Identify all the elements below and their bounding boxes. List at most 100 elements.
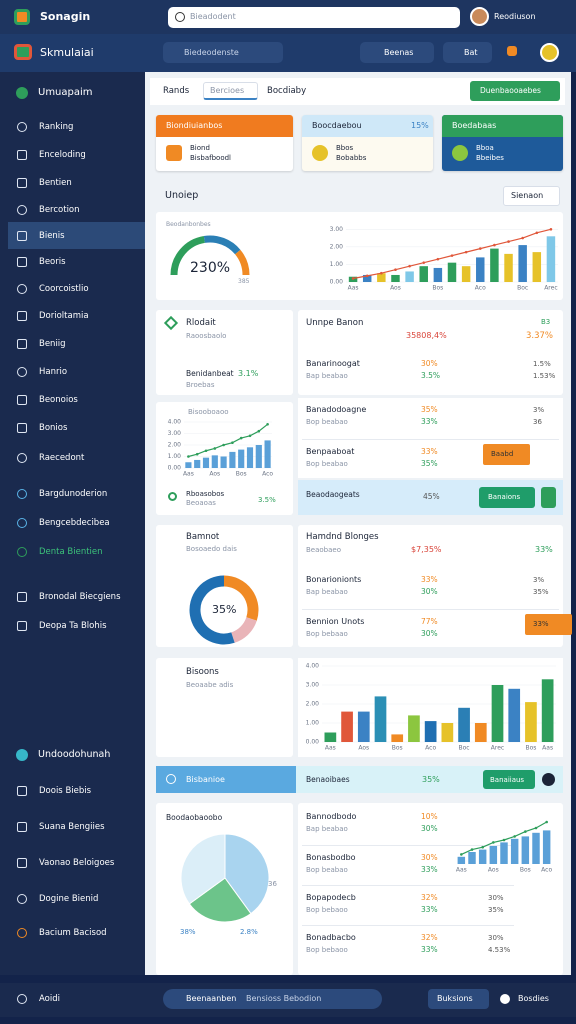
- bar: [478, 849, 487, 864]
- row-value: 30%: [488, 894, 504, 902]
- bar: [238, 449, 245, 468]
- card-subtitle: Bosoaedo dais: [186, 545, 237, 553]
- line-point: [408, 264, 411, 268]
- line-point: [257, 429, 261, 433]
- row-name: Benpaaboat: [306, 447, 355, 456]
- nav-item[interactable]: Coorcoistlio: [39, 284, 89, 294]
- icon: [17, 994, 27, 1004]
- nav-item[interactable]: Bercotion: [39, 205, 80, 215]
- nav-item[interactable]: Bronodal Biecgiens: [39, 592, 121, 602]
- nav-search[interactable]: [163, 42, 283, 63]
- icon: [166, 774, 176, 784]
- chart: 0.00 1.00 2.00 3.00 Aas Aos Bos Aco Boc Arec: [330, 226, 558, 292]
- y-tick-label: 0.00: [306, 739, 320, 746]
- bar: [458, 707, 470, 742]
- line-point: [545, 820, 548, 824]
- bar: [500, 842, 508, 864]
- nav-item[interactable]: Suana Bengiies: [39, 822, 105, 832]
- nav-item[interactable]: Beoris: [39, 257, 66, 267]
- nav-item[interactable]: Ranking: [39, 122, 74, 132]
- tab[interactable]: Bocdiaby: [267, 86, 307, 96]
- nav-item[interactable]: Bacium Bacisod: [39, 928, 107, 938]
- nav-item[interactable]: Raecedont: [39, 453, 85, 463]
- action-button[interactable]: [470, 81, 560, 101]
- footer-search[interactable]: [163, 989, 382, 1009]
- bar: [324, 732, 337, 742]
- nav-item[interactable]: Doois Biebis: [39, 786, 92, 796]
- divider: [302, 925, 514, 926]
- row-name: Banarinoogat: [306, 359, 360, 368]
- x-tick-label: Aas: [456, 867, 467, 874]
- menu[interactable]: [360, 42, 434, 63]
- button[interactable]: [483, 770, 535, 789]
- bar: [433, 267, 443, 282]
- nav-item[interactable]: Beonoios: [39, 395, 78, 405]
- tag-label: Baabd: [491, 450, 514, 458]
- nav-item[interactable]: Enceloding: [39, 150, 86, 160]
- card-title: Boedabaas: [452, 121, 497, 130]
- headline-value: $7,35%: [411, 545, 442, 554]
- panel-title: Unnpe Banon: [306, 318, 364, 328]
- bar: [490, 248, 499, 282]
- icon: [17, 592, 27, 602]
- icon: [17, 122, 27, 132]
- bar: [194, 459, 201, 468]
- nav-item[interactable]: Vaonao Beloigoes: [39, 858, 115, 868]
- button[interactable]: [479, 487, 535, 508]
- icon: [17, 395, 27, 405]
- icon-button[interactable]: [542, 773, 555, 786]
- row-value: 77%: [421, 617, 438, 626]
- icon-button[interactable]: [541, 487, 556, 508]
- divider: [302, 609, 559, 610]
- menu[interactable]: [443, 42, 492, 63]
- y-tick-label: 1.00: [330, 261, 344, 268]
- nav-item[interactable]: Dorioltamia: [39, 311, 89, 321]
- section-title: Unoiep: [165, 190, 199, 201]
- x-tick-label: Bos: [236, 471, 247, 478]
- tab[interactable]: Rands: [163, 86, 190, 96]
- nav-item[interactable]: Dogine Bienid: [39, 894, 99, 904]
- row-sub: Bop bebaoo: [306, 906, 348, 914]
- button-label: Banaiiaus: [490, 776, 525, 784]
- bar: [532, 832, 540, 864]
- line-point: [464, 250, 468, 254]
- nav-item[interactable]: Deopa Ta Blohis: [39, 621, 107, 631]
- nav-item[interactable]: Bengcebdecibea: [39, 518, 110, 528]
- x-tick-label: Aas: [183, 471, 194, 478]
- icon: [17, 339, 27, 349]
- select[interactable]: [503, 186, 560, 206]
- legend-sub: Beoaoas: [186, 499, 216, 507]
- nav-item[interactable]: Denta Bientien: [39, 547, 103, 557]
- bar: [408, 715, 420, 742]
- line-point: [231, 441, 234, 444]
- nav-item[interactable]: Bentien: [39, 178, 72, 188]
- icon: [175, 12, 185, 22]
- nav-item[interactable]: Umuapaim: [38, 87, 93, 98]
- row-value: 3%: [533, 406, 545, 414]
- line-point: [535, 231, 539, 235]
- icon: [17, 858, 27, 868]
- footer-button[interactable]: [428, 989, 489, 1009]
- row-sub: Bop beabao: [306, 460, 348, 468]
- icon: [17, 894, 27, 904]
- nav-item[interactable]: Bargdunoderion: [39, 489, 108, 499]
- y-tick-label: 3.00: [306, 682, 320, 689]
- metric-name: Benidanbeat: [186, 369, 234, 378]
- row-value: 3.5%: [421, 371, 441, 380]
- nav-item[interactable]: Hanrio: [39, 367, 68, 377]
- tab-active: [203, 82, 258, 100]
- notification[interactable]: [507, 46, 517, 56]
- icon: [17, 205, 27, 215]
- nav-item[interactable]: Bienis: [39, 231, 65, 241]
- accordion[interactable]: [156, 766, 296, 793]
- metric-value: 3.1%: [238, 369, 259, 378]
- line-point: [493, 243, 496, 247]
- row-name: Bennion Unots: [306, 617, 365, 626]
- bar: [489, 846, 498, 864]
- button-label[interactable]: Bosdies: [518, 994, 549, 1003]
- search[interactable]: [168, 7, 460, 28]
- nav-item[interactable]: Beniig: [39, 339, 66, 349]
- gauge-arc: [170, 235, 206, 276]
- nav-item[interactable]: Bonios: [39, 423, 68, 433]
- tab[interactable]: Bercioes: [210, 86, 245, 95]
